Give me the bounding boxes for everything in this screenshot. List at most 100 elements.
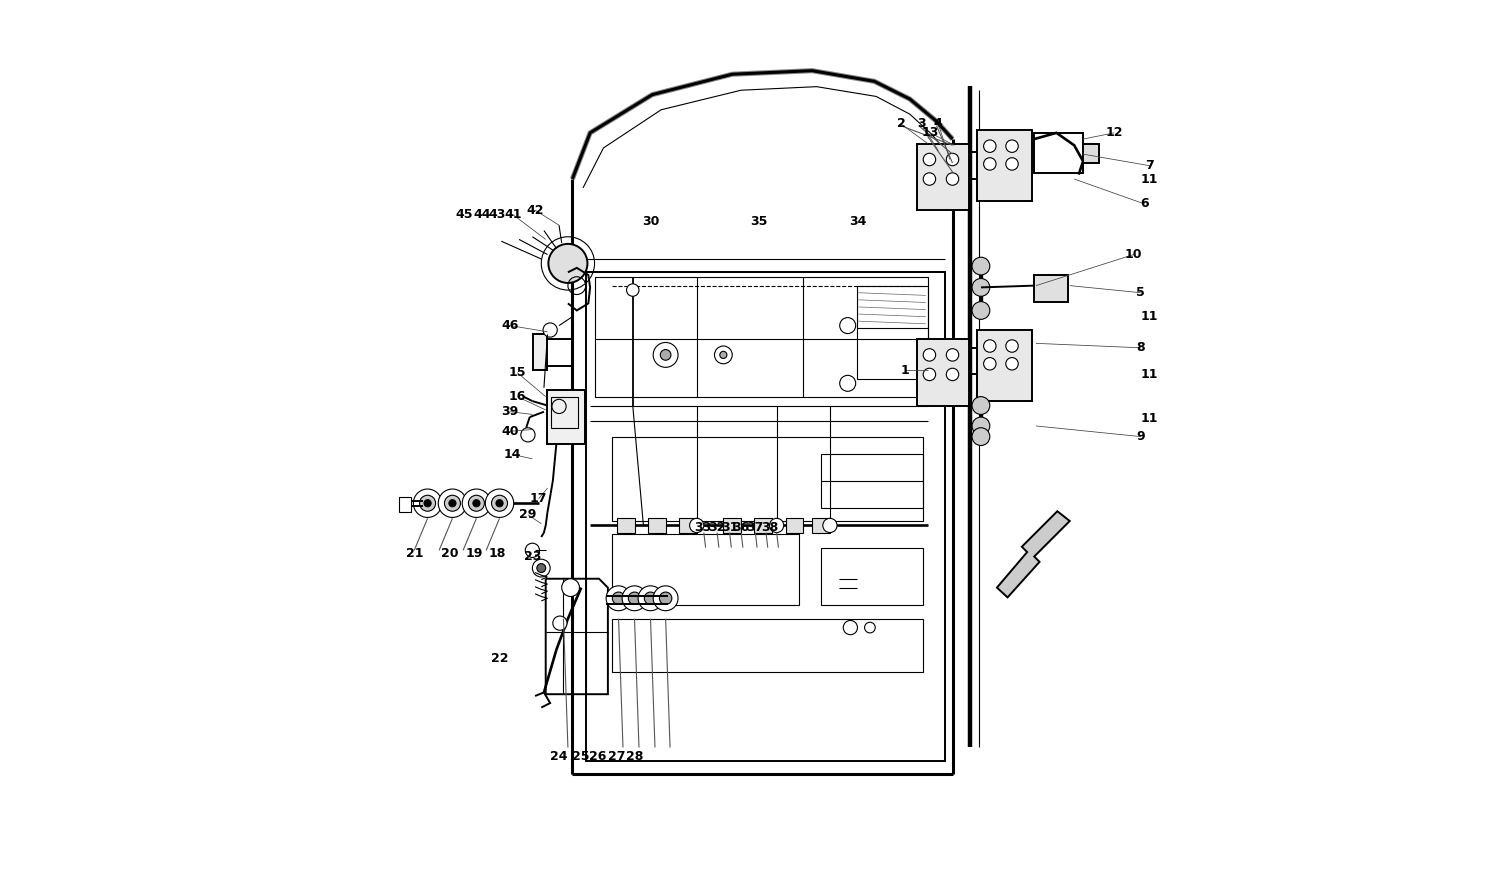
Text: 19: 19: [465, 547, 483, 560]
Circle shape: [554, 616, 567, 630]
Text: 4: 4: [934, 118, 942, 130]
Text: 8: 8: [1137, 341, 1144, 355]
Text: 43: 43: [488, 208, 506, 221]
Circle shape: [561, 579, 579, 596]
Bar: [1034, 133, 1083, 173]
Circle shape: [946, 368, 958, 380]
Circle shape: [492, 495, 507, 511]
Circle shape: [532, 560, 550, 577]
Text: 45: 45: [454, 208, 472, 221]
Text: 29: 29: [519, 508, 537, 521]
Bar: [856, 286, 927, 379]
Circle shape: [438, 489, 466, 518]
Text: 9: 9: [1137, 430, 1144, 443]
Circle shape: [628, 592, 640, 604]
Circle shape: [468, 495, 484, 511]
Text: 22: 22: [490, 652, 508, 666]
Circle shape: [652, 586, 678, 610]
Circle shape: [444, 495, 460, 511]
Polygon shape: [998, 511, 1070, 597]
Bar: [612, 535, 800, 605]
Circle shape: [984, 339, 996, 352]
Text: 6: 6: [1140, 198, 1149, 210]
Circle shape: [520, 428, 536, 442]
Circle shape: [972, 417, 990, 435]
Text: 28: 28: [626, 750, 644, 763]
Circle shape: [972, 428, 990, 446]
Circle shape: [496, 500, 502, 507]
Circle shape: [1007, 339, 1019, 352]
Circle shape: [486, 489, 513, 518]
Text: 40: 40: [501, 425, 519, 437]
Circle shape: [922, 348, 936, 361]
Circle shape: [984, 158, 996, 170]
Text: 24: 24: [550, 750, 568, 763]
Text: 15: 15: [509, 366, 526, 380]
Text: 23: 23: [524, 550, 542, 563]
Circle shape: [922, 173, 936, 185]
Bar: [916, 143, 969, 210]
Text: 32: 32: [708, 520, 726, 534]
Circle shape: [537, 564, 546, 573]
Text: 39: 39: [501, 405, 519, 418]
Bar: [548, 390, 585, 444]
Circle shape: [946, 153, 958, 166]
Bar: [723, 519, 741, 533]
Circle shape: [660, 349, 670, 360]
Bar: [612, 618, 922, 672]
Text: 44: 44: [472, 208, 490, 221]
Text: 25: 25: [573, 750, 590, 763]
Circle shape: [824, 519, 837, 533]
Text: 12: 12: [1106, 127, 1124, 139]
Circle shape: [972, 396, 990, 414]
Circle shape: [525, 544, 540, 558]
Circle shape: [448, 500, 456, 507]
Circle shape: [972, 257, 990, 275]
Text: 3: 3: [916, 118, 926, 130]
Text: 11: 11: [1142, 173, 1158, 185]
Text: 42: 42: [526, 204, 544, 217]
Circle shape: [420, 495, 435, 511]
Text: 11: 11: [1142, 413, 1158, 425]
Text: 27: 27: [608, 750, 625, 763]
Bar: [786, 519, 804, 533]
Circle shape: [645, 592, 657, 604]
Text: 2: 2: [897, 118, 906, 130]
Circle shape: [984, 140, 996, 152]
Circle shape: [946, 348, 958, 361]
Circle shape: [690, 519, 703, 533]
Text: 35: 35: [750, 215, 768, 228]
Text: 34: 34: [849, 215, 867, 228]
Bar: [978, 330, 1032, 401]
Circle shape: [1007, 158, 1019, 170]
Circle shape: [922, 368, 936, 380]
Text: 13: 13: [921, 127, 939, 139]
Circle shape: [549, 244, 588, 283]
Circle shape: [984, 357, 996, 370]
Text: 31: 31: [722, 520, 738, 534]
Bar: [534, 334, 548, 370]
Circle shape: [627, 284, 639, 297]
Circle shape: [543, 323, 558, 337]
Bar: [648, 519, 666, 533]
Text: 26: 26: [588, 750, 606, 763]
Bar: [821, 548, 922, 605]
Text: 30: 30: [642, 215, 658, 228]
Bar: [1083, 143, 1100, 163]
Bar: [754, 519, 772, 533]
Circle shape: [472, 500, 480, 507]
Text: 7: 7: [1146, 159, 1154, 172]
Text: 5: 5: [1137, 286, 1144, 299]
Text: 1: 1: [900, 364, 909, 377]
Text: 18: 18: [488, 547, 506, 560]
Text: 37: 37: [747, 520, 764, 534]
Text: 10: 10: [1125, 248, 1143, 261]
Bar: [978, 130, 1032, 201]
Bar: [616, 519, 634, 533]
Text: 36: 36: [732, 520, 750, 534]
Circle shape: [612, 592, 626, 604]
Circle shape: [462, 489, 490, 518]
Circle shape: [414, 489, 442, 518]
Bar: [612, 437, 922, 521]
Text: 16: 16: [509, 390, 526, 403]
